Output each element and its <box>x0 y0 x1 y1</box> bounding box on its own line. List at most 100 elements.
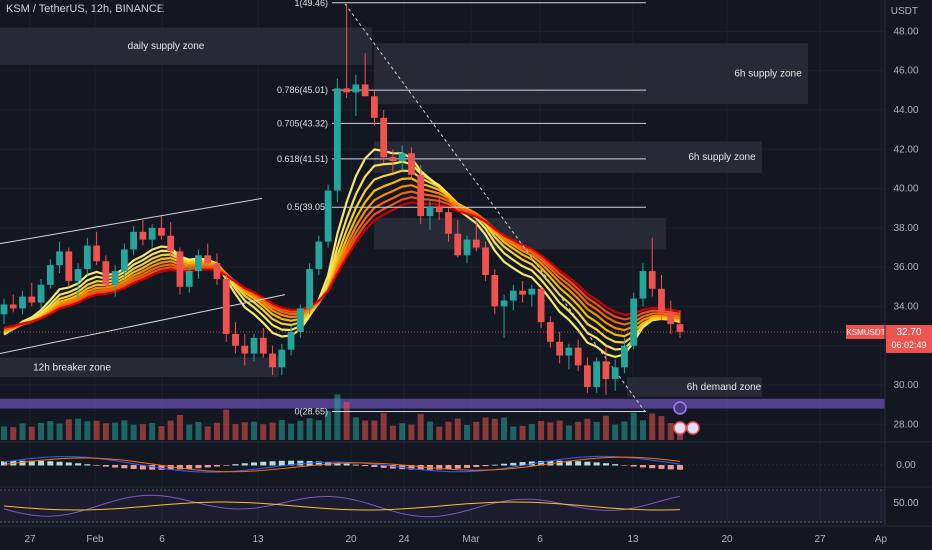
candle-body <box>343 88 351 93</box>
candle-body <box>139 231 147 240</box>
macd-histogram-bar <box>417 465 424 470</box>
volume-bar <box>315 420 322 440</box>
candle-body <box>56 251 63 266</box>
macd-histogram-bar <box>575 461 582 466</box>
candle-body <box>195 255 202 272</box>
macd-histogram-bar <box>47 461 54 466</box>
symbol-tag <box>846 324 886 339</box>
macd-histogram-bar <box>121 465 128 469</box>
volume-bar <box>528 424 535 440</box>
volume-bar <box>65 419 72 440</box>
volume-bar <box>75 418 82 440</box>
volume-bar <box>297 420 304 440</box>
macd-histogram-bar <box>19 460 26 466</box>
candle-body <box>130 231 138 250</box>
time-tick-label: 13 <box>627 534 639 545</box>
rsi-signal-line <box>3 501 681 511</box>
macd-histogram-bar <box>56 461 63 466</box>
macd-histogram-bar <box>630 465 637 467</box>
volume-bar <box>204 426 211 440</box>
zone-box <box>0 27 372 65</box>
macd-histogram-bar <box>593 462 600 466</box>
macd-histogram-bar <box>269 461 276 466</box>
candle-body <box>28 296 36 303</box>
macd-histogram-bar <box>223 465 230 466</box>
symbol-tag-label: KSMUSDT <box>846 328 885 337</box>
macd-histogram-bar <box>102 465 109 467</box>
volume-bar <box>658 416 665 440</box>
macd-histogram-bar <box>584 461 591 466</box>
demand-band <box>0 398 885 409</box>
price-tick-label: 28.00 <box>893 419 918 430</box>
candle-body <box>602 361 610 380</box>
candle-body <box>546 322 554 342</box>
volume-bar <box>28 426 35 440</box>
fib-level-label: 0(28.65) <box>294 407 328 417</box>
candle-body <box>621 345 628 368</box>
volume-bar <box>84 421 91 440</box>
volume-bar <box>538 420 545 440</box>
macd-histogram-bar <box>186 465 193 469</box>
candle-body <box>222 278 230 334</box>
countdown-value: 06:02:49 <box>891 340 926 350</box>
zone-label: 6h supply zone <box>688 152 756 163</box>
last-price-tag <box>886 324 932 353</box>
fib-level-label: 1(49.46) <box>294 0 328 8</box>
candle-body <box>500 300 508 307</box>
macd-histogram-bar <box>510 462 517 466</box>
flag-icon <box>686 421 700 435</box>
macd-histogram-bar <box>288 460 295 466</box>
volume-bar <box>630 412 637 440</box>
macd-histogram-bar <box>408 465 415 470</box>
volume-bar <box>223 409 230 440</box>
volume-bar <box>130 424 137 440</box>
time-tick-label: 20 <box>345 534 357 545</box>
macd-histogram-bar <box>75 463 82 466</box>
macd-histogram-bar <box>519 462 526 466</box>
time-tick-label: 6 <box>159 534 165 545</box>
candle-body <box>83 245 91 270</box>
volume-bar <box>454 418 461 440</box>
candle-body <box>509 290 517 301</box>
volume-bar <box>612 424 619 440</box>
volume-bar <box>547 422 554 440</box>
macd-histogram-bar <box>65 462 72 466</box>
candle-body <box>269 353 276 368</box>
volume-bar <box>343 402 350 440</box>
rsi-tick-label: 50.00 <box>893 498 918 509</box>
macd-histogram-bar <box>251 462 258 466</box>
volume-bar <box>1 426 7 440</box>
volume-bar <box>158 426 165 440</box>
candle-body <box>278 349 286 368</box>
macd-histogram-bar <box>371 465 378 468</box>
volume-bar <box>213 422 220 440</box>
candle-body <box>417 174 425 217</box>
candle-body <box>639 271 647 299</box>
volume-bar <box>176 414 183 440</box>
macd-histogram-bar <box>436 465 443 470</box>
candle-body <box>9 304 17 309</box>
macd-line <box>3 455 681 473</box>
price-tick-label: 44.00 <box>893 105 918 116</box>
time-tick-label: 27 <box>814 534 826 545</box>
candle-body <box>528 288 536 295</box>
candle-body <box>259 337 267 354</box>
trendline <box>0 197 263 245</box>
volume-bar <box>380 413 387 440</box>
macd-histogram-bar <box>84 464 91 466</box>
volume-bar <box>575 421 582 440</box>
zone-label: 12h breaker zone <box>33 362 111 373</box>
macd-histogram-bar <box>158 465 165 470</box>
time-tick-label: 6 <box>537 534 543 545</box>
macd-histogram-bar <box>241 463 248 466</box>
candle-body <box>46 265 54 285</box>
macd-histogram-bar <box>343 463 350 466</box>
volume-bar <box>38 422 45 440</box>
candle-body <box>676 324 684 332</box>
volume-bar <box>417 413 424 440</box>
macd-histogram-bar <box>612 464 619 466</box>
volume-bar <box>102 423 109 440</box>
candle-body <box>213 263 221 279</box>
volume-bar <box>251 421 258 440</box>
